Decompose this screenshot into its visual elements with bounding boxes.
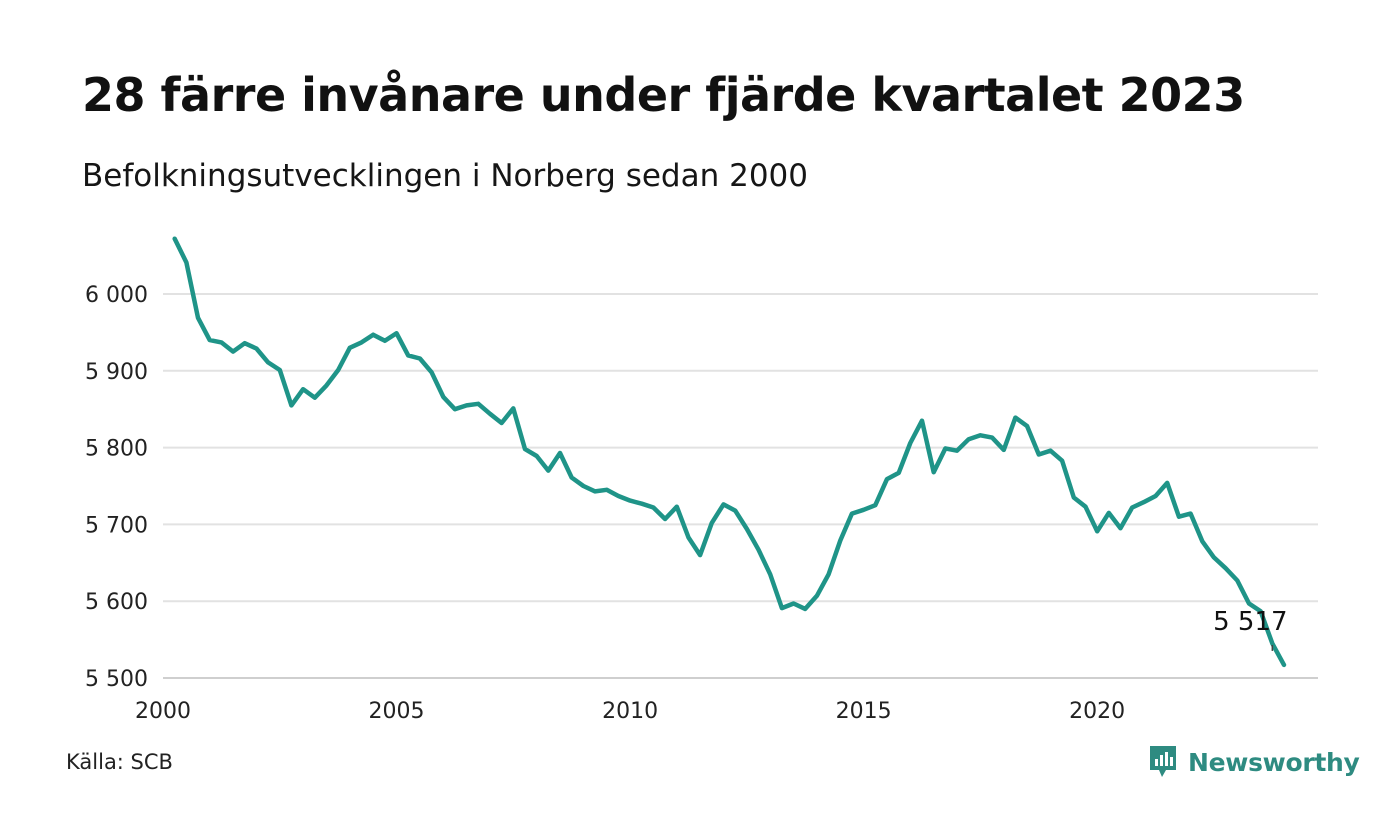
y-tick-label: 5 800 — [85, 437, 148, 462]
grid-lines — [163, 293, 1318, 679]
brand-name: Newsworthy — [1188, 747, 1360, 777]
y-tick-label: 5 700 — [85, 513, 148, 538]
chart-title: 28 färre invånare under fjärde kvartalet… — [82, 68, 1245, 122]
y-tick-label: 5 500 — [85, 667, 148, 692]
y-tick-label: 5 600 — [85, 590, 148, 615]
x-tick-label: 2005 — [369, 699, 425, 724]
x-tick-label: 2015 — [836, 699, 892, 724]
brand-logo[interactable]: Newsworthy — [1148, 744, 1360, 780]
x-tick-label: 2000 — [135, 699, 191, 724]
source-note: Källa: SCB — [66, 750, 173, 774]
y-tick-label: 5 900 — [85, 360, 148, 385]
y-tick-label: 6 000 — [85, 283, 148, 308]
x-axis: 2000 2005 2010 2015 2020 — [135, 699, 1125, 724]
chart-subtitle: Befolkningsutvecklingen i Norberg sedan … — [82, 158, 809, 194]
series-layer — [172, 236, 1287, 668]
annotation-layer: 5 517 — [1213, 607, 1288, 651]
x-tick-label: 2020 — [1069, 699, 1125, 724]
series-line — [172, 236, 1287, 668]
y-axis: 5 500 5 600 5 700 5 800 5 900 6 000 — [85, 283, 148, 692]
newsworthy-logo-icon — [1150, 746, 1176, 777]
x-tick-label: 2010 — [602, 699, 658, 724]
annotation-label: 5 517 — [1213, 607, 1287, 637]
